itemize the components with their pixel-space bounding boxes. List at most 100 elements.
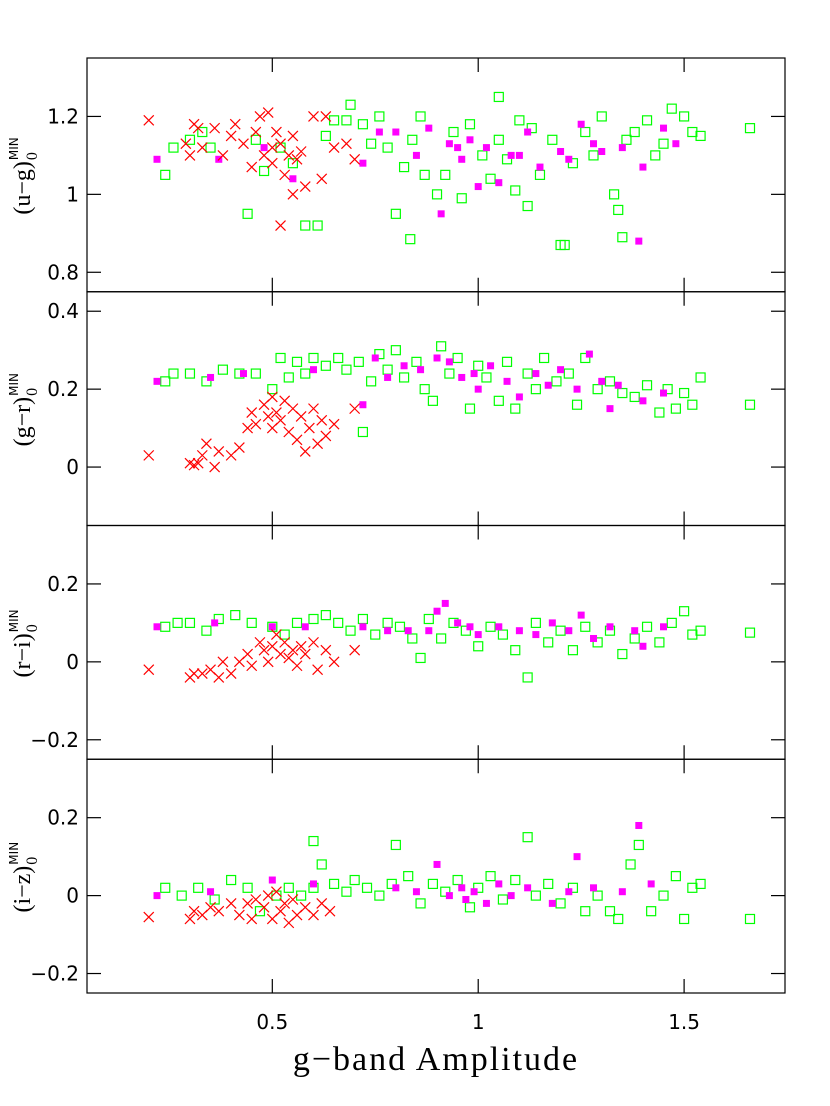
point (670, 871, 681, 882)
point (672, 140, 680, 148)
point (316, 859, 327, 870)
point (464, 403, 476, 414)
point (309, 880, 317, 888)
y-tick-label: 0.4 (47, 299, 79, 323)
point (398, 372, 410, 383)
point (559, 239, 570, 251)
point (160, 882, 171, 893)
point (577, 611, 585, 619)
point (679, 387, 690, 399)
point (567, 158, 579, 169)
point (585, 350, 593, 358)
point (436, 341, 447, 352)
point (153, 377, 161, 385)
y-tick-label: 0 (66, 884, 79, 908)
point (530, 384, 541, 395)
point (384, 627, 392, 635)
point (474, 183, 482, 191)
y-tick-label: −0.2 (30, 728, 79, 752)
point (392, 128, 400, 136)
point (477, 150, 488, 161)
point (524, 128, 532, 136)
point (557, 148, 565, 155)
point (419, 169, 430, 180)
point (466, 136, 474, 144)
point (407, 134, 418, 145)
point (184, 617, 196, 628)
point (412, 888, 420, 896)
point (577, 120, 585, 128)
point (309, 366, 317, 374)
point (320, 430, 332, 442)
point (633, 839, 644, 851)
point (153, 892, 161, 900)
y-tick-label: 1 (66, 182, 79, 206)
point (184, 149, 196, 161)
point (328, 418, 340, 430)
point (458, 155, 466, 163)
point (588, 150, 599, 161)
point (287, 188, 299, 200)
panel-frame (86, 758, 786, 994)
point (495, 623, 503, 631)
point (312, 664, 324, 676)
point (482, 144, 490, 152)
point (536, 163, 544, 171)
point (275, 138, 286, 150)
point (462, 896, 470, 903)
point (143, 664, 155, 676)
point (565, 888, 573, 896)
point (613, 204, 624, 216)
y-tick-label: 1.2 (47, 104, 79, 128)
y-label-sub: 0 (24, 388, 41, 396)
point (143, 114, 155, 126)
point (271, 407, 282, 418)
point (168, 142, 179, 153)
point (522, 368, 533, 379)
point (153, 623, 161, 631)
y-tick-label: 0.2 (47, 572, 79, 596)
y-tick-label: 0.8 (47, 260, 79, 284)
point (419, 384, 430, 395)
x-tick-label: 0.5 (256, 1010, 288, 1034)
point (345, 625, 356, 636)
point (543, 878, 554, 890)
point (398, 161, 410, 173)
point (497, 629, 509, 640)
point (160, 169, 171, 180)
point (598, 377, 606, 385)
point (225, 897, 237, 909)
point (143, 449, 155, 461)
point (328, 656, 340, 668)
point (538, 352, 550, 364)
point (415, 898, 426, 909)
point (328, 142, 340, 154)
point (617, 648, 628, 660)
point (392, 884, 400, 892)
point (291, 617, 303, 628)
point (522, 200, 533, 212)
point (592, 890, 603, 901)
point (233, 442, 245, 454)
point (188, 905, 200, 917)
x-tick-label: 1.5 (668, 1010, 700, 1034)
point (563, 368, 574, 379)
point (473, 641, 484, 652)
point (548, 899, 556, 907)
y-label-sub: 0 (24, 857, 41, 865)
point (279, 169, 291, 181)
point (456, 193, 467, 204)
point (635, 821, 643, 829)
point (473, 882, 484, 893)
point (279, 629, 290, 640)
point (289, 175, 297, 183)
point (366, 376, 377, 387)
point (254, 906, 266, 917)
point (590, 140, 598, 148)
point (143, 911, 155, 923)
point (487, 362, 495, 370)
point (580, 352, 591, 364)
point (405, 234, 416, 245)
point (299, 181, 311, 192)
point (441, 599, 449, 607)
